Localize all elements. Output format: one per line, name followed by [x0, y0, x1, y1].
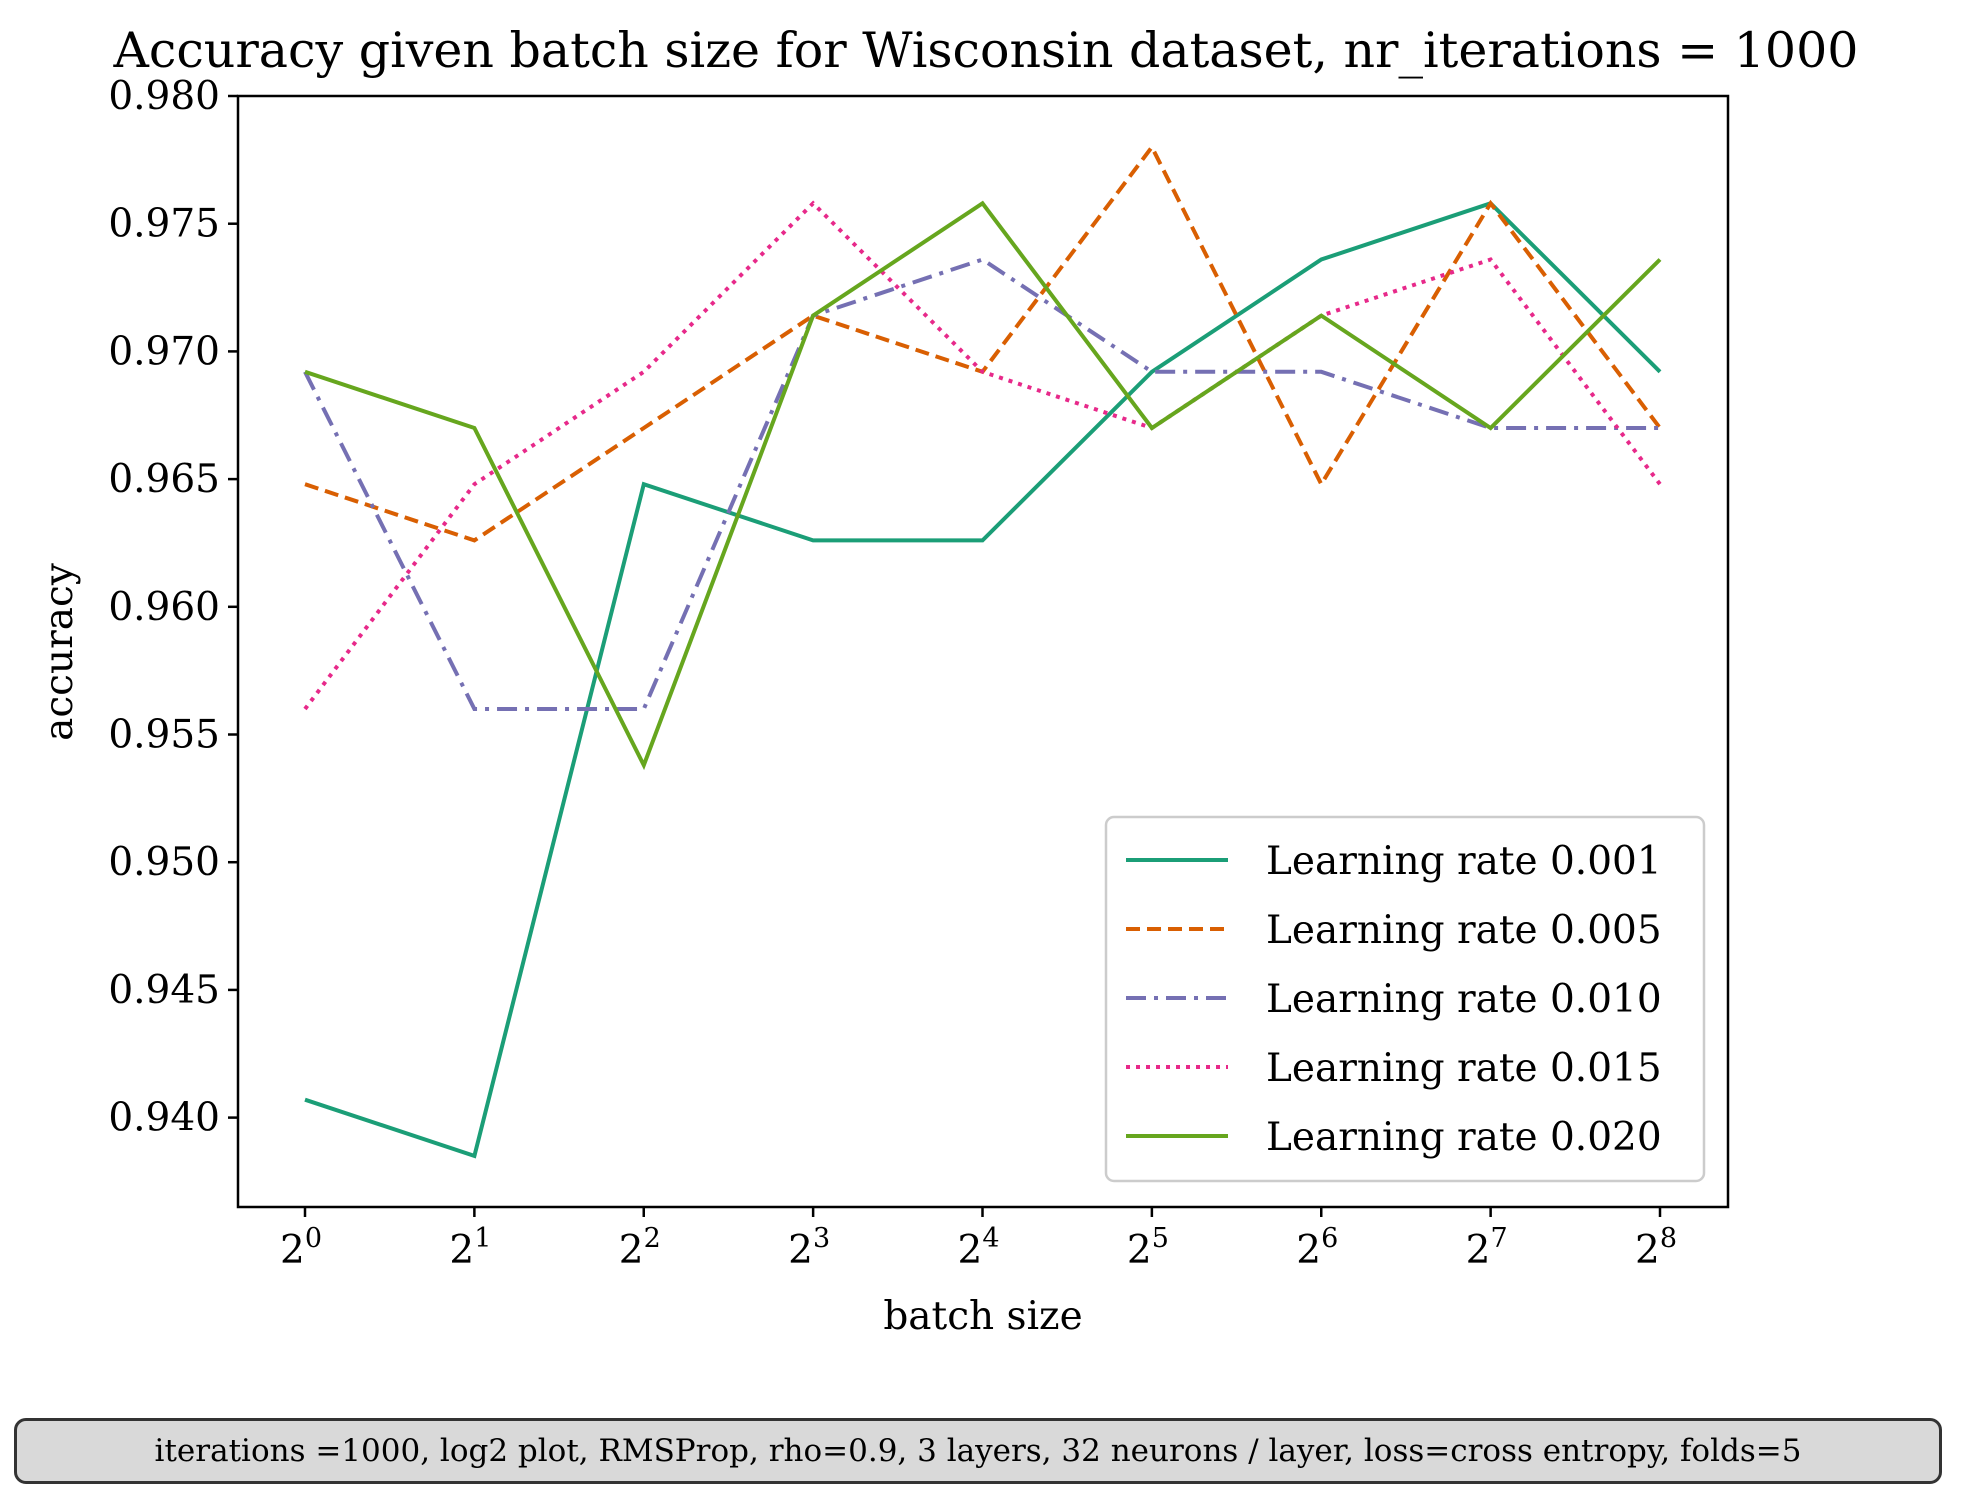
x-tick-exponent: 7 — [1490, 1223, 1507, 1254]
y-tick-label: 0.960 — [108, 585, 220, 630]
x-tick-base: 2 — [449, 1228, 474, 1273]
x-tick-label: 28 — [1635, 1223, 1677, 1273]
series-line-4 — [303, 200, 1662, 711]
x-tick-base: 2 — [280, 1228, 305, 1273]
x-tick-exponent: 6 — [1321, 1223, 1338, 1254]
x-tick-exponent: 3 — [813, 1223, 830, 1254]
x-tick-base: 2 — [1296, 1228, 1321, 1273]
x-tick-label: 23 — [788, 1223, 830, 1273]
y-axis: 0.940 0.945 0.950 0.955 0.960 0.965 0.970 0.975… — [108, 74, 238, 1141]
legend: Learning rate 0.001 Learning rate 0.005 Le… — [1104, 815, 1706, 1183]
legend-label: Learning rate 0.010 — [1266, 977, 1662, 1022]
x-tick-exponent: 1 — [474, 1223, 491, 1254]
caption-box: iterations =1000, log2 plot, RMSProp, rh… — [14, 1418, 1942, 1484]
y-tick-label: 0.965 — [108, 457, 220, 502]
y-axis-label: accuracy — [37, 563, 82, 741]
x-tick-base: 2 — [957, 1228, 982, 1273]
x-axis-label: batch size — [883, 1294, 1082, 1339]
y-tick-label: 0.970 — [108, 329, 220, 374]
x-tick-label: 22 — [619, 1223, 661, 1273]
y-tick-label: 0.980 — [108, 74, 220, 119]
legend-label: Learning rate 0.015 — [1266, 1046, 1662, 1091]
series-line-5 — [304, 200, 1662, 771]
x-tick-exponent: 0 — [305, 1223, 322, 1254]
x-tick-label: 27 — [1466, 1223, 1508, 1273]
x-tick-base: 2 — [1127, 1228, 1152, 1273]
x-tick-base: 2 — [1466, 1228, 1491, 1273]
legend-label: Learning rate 0.020 — [1266, 1115, 1662, 1160]
x-tick-base: 2 — [1635, 1228, 1660, 1273]
legend-label: Learning rate 0.005 — [1266, 908, 1662, 953]
x-tick-label: 26 — [1296, 1223, 1338, 1273]
x-tick-exponent: 8 — [1660, 1223, 1677, 1254]
x-tick-exponent: 2 — [644, 1223, 661, 1254]
y-tick-label: 0.975 — [108, 202, 220, 247]
x-axis: 20 21 22 23 24 25 26 27 28 — [280, 1207, 1677, 1273]
x-tick-label: 25 — [1127, 1223, 1169, 1273]
x-tick-base: 2 — [788, 1228, 813, 1273]
caption-text: iterations =1000, log2 plot, RMSProp, rh… — [154, 1433, 1802, 1469]
y-tick-label: 0.945 — [108, 968, 220, 1013]
chart-title: Accuracy given batch size for Wisconsin … — [113, 22, 1859, 79]
y-tick-label: 0.950 — [108, 840, 220, 885]
x-tick-exponent: 4 — [982, 1223, 999, 1254]
plot-frame — [236, 94, 1730, 1209]
y-tick-label: 0.955 — [108, 713, 220, 758]
series-line-1 — [304, 201, 1662, 1159]
line-chart: Accuracy given batch size for Wisconsin … — [37, 22, 1859, 1339]
x-tick-exponent: 5 — [1152, 1223, 1169, 1254]
legend-box — [1104, 815, 1706, 1183]
x-tick-label: 20 — [280, 1223, 322, 1273]
x-tick-label: 21 — [449, 1223, 491, 1273]
y-tick-label: 0.940 — [108, 1096, 220, 1141]
x-tick-label: 24 — [957, 1223, 999, 1273]
x-tick-base: 2 — [619, 1228, 644, 1273]
series-line-3 — [303, 257, 1660, 711]
series-layer — [303, 143, 1662, 1159]
legend-label: Learning rate 0.001 — [1266, 839, 1662, 884]
